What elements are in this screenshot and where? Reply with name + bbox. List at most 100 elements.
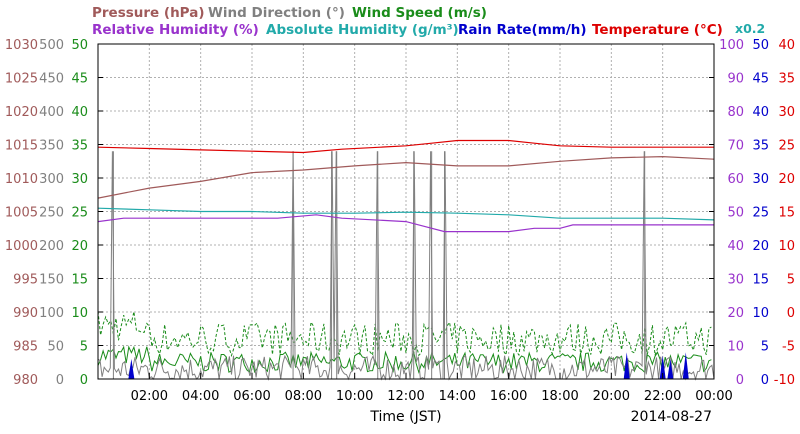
tick-label-pressure: 985 [13,340,38,355]
legend-wind-direction: Wind Direction (°) [208,5,345,21]
tick-label-temperature: 30 [778,105,795,120]
tick-label-wind-direction: 450 [39,72,64,87]
chart-date: 2014-08-27 [631,409,712,425]
tick-label-humidity: 80 [727,105,744,120]
tick-label-wind-speed: 45 [71,72,88,87]
tick-label-humidity: 30 [727,273,744,288]
tick-label-pressure: 1010 [5,172,38,187]
rain-event [682,352,689,379]
tick-label-wind-speed: 0 [80,373,88,388]
legend-pressure: Pressure (hPa) [92,5,205,21]
tick-label-humidity: 0 [736,373,744,388]
tick-label-wind-speed: 30 [71,172,88,187]
tick-label-temperature: 10 [778,239,795,254]
tick-label-pressure: 995 [13,273,38,288]
x-tick-label: 02:00 [131,389,168,404]
x-tick-label: 06:00 [233,389,270,404]
legend-absolute-humidity: Absolute Humidity (g/m³) [266,22,459,38]
tick-label-pressure: 1000 [5,239,38,254]
tick-label-wind-direction: 500 [39,38,64,53]
tick-label-rain: 50 [752,38,769,53]
legend-temperature: Temperature (°C) [592,22,723,38]
tick-label-rain: 35 [752,139,769,154]
tick-label-temperature: 20 [778,172,795,187]
tick-label-rain: 25 [752,206,769,221]
x-tick-label: 20:00 [593,389,630,404]
tick-label-wind-speed: 50 [71,38,88,53]
tick-label-rain: 15 [752,273,769,288]
rain-event [128,358,135,379]
tick-label-humidity: 90 [727,72,744,87]
plot-lines [97,139,715,381]
tick-label-wind-speed: 20 [71,239,88,254]
rain-event [623,352,630,379]
x-tick-label: 04:00 [182,389,219,404]
tick-label-temperature: 25 [778,139,795,154]
x-tick-label: 08:00 [285,389,322,404]
tick-label-pressure: 1025 [5,72,38,87]
x-tick-label: 10:00 [336,389,373,404]
tick-label-humidity: 60 [727,172,744,187]
tick-label-wind-direction: 250 [39,206,64,221]
tick-label-wind-direction: 350 [39,139,64,154]
x-axis: 02:00 04:00 06:00 08:00 10:00 12:00 14:00 16:00… [131,373,733,404]
tick-label-wind-speed: 40 [71,105,88,120]
tick-label-temperature: -5 [782,340,795,355]
tick-label-wind-speed: 10 [71,306,88,321]
tick-label-wind-speed: 35 [71,139,88,154]
legend-wind-speed: Wind Speed (m/s) [352,5,487,21]
tick-label-temperature: 15 [778,206,795,221]
tick-label-wind-direction: 0 [56,373,64,388]
series-absolute-humidity-g-m [97,207,715,221]
tick-label-wind-direction: 100 [39,306,64,321]
x-tick-label: 18:00 [541,389,578,404]
tick-label-rain: 5 [761,340,769,355]
tick-label-temperature: 35 [778,72,795,87]
tick-label-wind-direction: 50 [47,340,64,355]
series-relative-humidity [97,214,714,233]
right-axes: 1009080706050403020100504540353025201510… [709,38,795,388]
x-axis-title: Time (JST) [369,409,441,425]
tick-label-humidity: 20 [727,306,744,321]
tick-label-wind-speed: 25 [71,206,88,221]
tick-label-humidity: 50 [727,206,744,221]
legend-rain-rate: Rain Rate(mm/h) [458,22,587,38]
tick-label-temperature: 0 [787,306,795,321]
tick-label-rain: 20 [752,239,769,254]
tick-label-rain: 45 [752,72,769,87]
tick-label-temperature: 5 [787,273,795,288]
tick-label-pressure: 990 [13,306,38,321]
x-tick-label: 22:00 [644,389,681,404]
tick-label-wind-direction: 400 [39,105,64,120]
tick-label-wind-direction: 200 [39,239,64,254]
series-pressure-hpa [97,155,715,199]
tick-label-pressure: 980 [13,373,38,388]
tick-label-wind-speed: 5 [80,340,88,355]
tick-label-pressure: 1030 [5,38,38,53]
legend-relative-humidity: Relative Humidity (%) [92,22,259,38]
tick-label-humidity: 70 [727,139,744,154]
rain-event [667,358,674,379]
tick-label-wind-direction: 300 [39,172,64,187]
series-wind-speed [97,345,712,374]
tick-label-rain: 30 [752,172,769,187]
tick-label-temperature: -10 [774,373,795,388]
tick-label-wind-speed: 15 [71,273,88,288]
x-tick-label: 00:00 [695,389,732,404]
x-tick-label: 12:00 [387,389,424,404]
grid [98,44,714,379]
series-wind-direction [97,151,715,381]
tick-label-wind-direction: 150 [39,273,64,288]
tick-label-rain: 10 [752,306,769,321]
tick-label-humidity: 100 [719,38,744,53]
tick-label-rain: 0 [761,373,769,388]
x-tick-label: 16:00 [490,389,527,404]
tick-label-rain: 40 [752,105,769,120]
tick-label-temperature: 40 [778,38,795,53]
x-tick-label: 14:00 [439,389,476,404]
tick-label-pressure: 1005 [5,206,38,221]
series-temperature-c [97,139,714,154]
left-axes: 1030102510201015101010051000995990985980… [5,38,103,388]
tick-label-pressure: 1015 [5,139,38,154]
